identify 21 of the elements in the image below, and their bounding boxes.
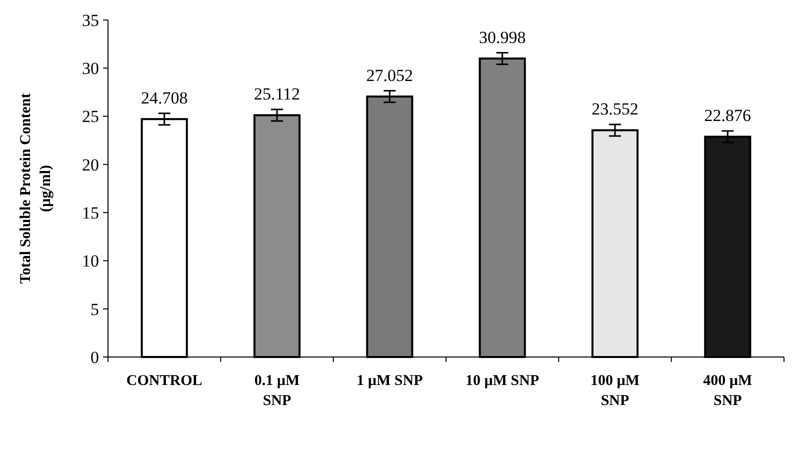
x-tick-label: CONTROL xyxy=(126,373,202,389)
y-tick-label: 25 xyxy=(82,107,99,126)
y-tick-label: 0 xyxy=(90,348,99,367)
x-tick-label: 10 µM SNP xyxy=(466,373,540,389)
y-tick-label: 10 xyxy=(82,252,99,271)
y-tick-label: 15 xyxy=(82,204,99,223)
data-label: 24.708 xyxy=(140,88,188,108)
y-tick-label: 5 xyxy=(90,300,99,319)
data-label: 25.112 xyxy=(254,84,300,104)
x-tick-label: 1 µM SNP xyxy=(356,373,423,389)
data-label: 22.876 xyxy=(704,106,752,125)
y-tick-label: 20 xyxy=(82,155,99,174)
data-label: 30.998 xyxy=(478,28,526,47)
x-tick-label: 0.1 µM SNP xyxy=(254,373,300,409)
data-label: 23.552 xyxy=(592,99,638,118)
y-tick-label: 35 xyxy=(82,10,99,30)
x-tick-label: 100 µM SNP xyxy=(590,373,640,409)
y-axis-title: Total Soluble Protein Content (µg/ml) xyxy=(18,93,54,284)
data-label: 27.052 xyxy=(366,66,414,85)
y-tick-label: 30 xyxy=(82,59,99,78)
x-tick-label: 400 µM SNP xyxy=(703,373,752,409)
